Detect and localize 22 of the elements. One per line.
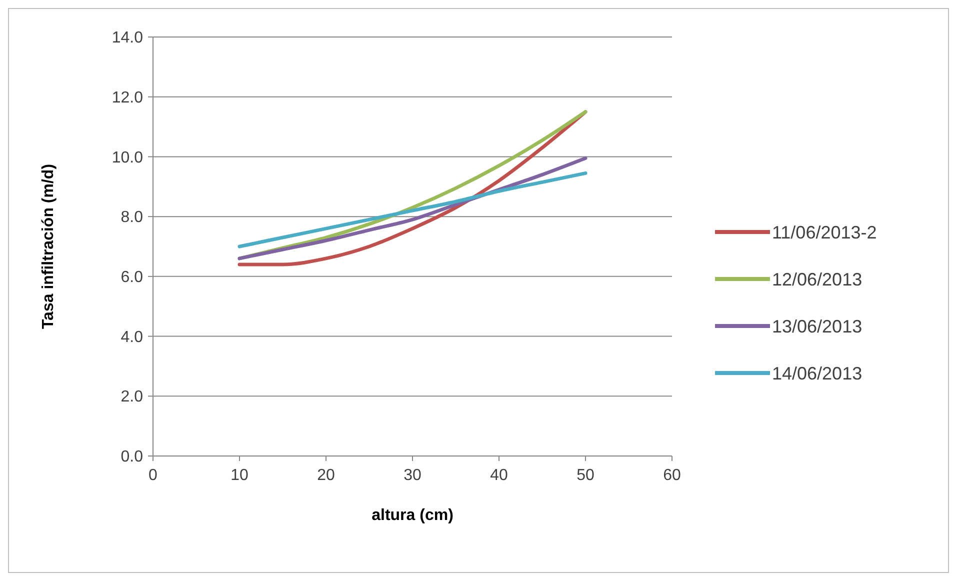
x-tick-label: 40 — [490, 467, 508, 484]
line-series — [238, 171, 588, 248]
x-tick-label: 20 — [317, 467, 335, 484]
y-tick-label: 14.0 — [112, 30, 144, 47]
x-tick-label: 30 — [404, 467, 422, 484]
x-axis-title: altura (cm) — [372, 507, 454, 524]
y-tick-label: 0.0 — [120, 448, 144, 466]
y-tick-label: 8.0 — [120, 209, 144, 226]
y-tick-label: 6.0 — [120, 269, 144, 286]
x-tick-label: 0 — [148, 467, 158, 484]
y-tick-label: 10.0 — [112, 149, 144, 166]
x-tick-label: 10 — [230, 467, 248, 484]
legend-label: 12/06/2013 — [772, 269, 862, 290]
x-tick-label: 60 — [663, 467, 681, 484]
legend-label: 14/06/2013 — [772, 363, 862, 384]
y-tick-label: 12.0 — [112, 89, 144, 106]
legend-label: 11/06/2013-2 — [772, 222, 877, 242]
legend-label: 13/06/2013 — [772, 316, 862, 336]
y-axis-title: Tasa infiltración (m/d) — [40, 164, 57, 330]
y-tick-label: 2.0 — [120, 388, 144, 406]
y-tick-label: 4.0 — [120, 328, 144, 346]
x-tick-label: 50 — [576, 467, 594, 484]
